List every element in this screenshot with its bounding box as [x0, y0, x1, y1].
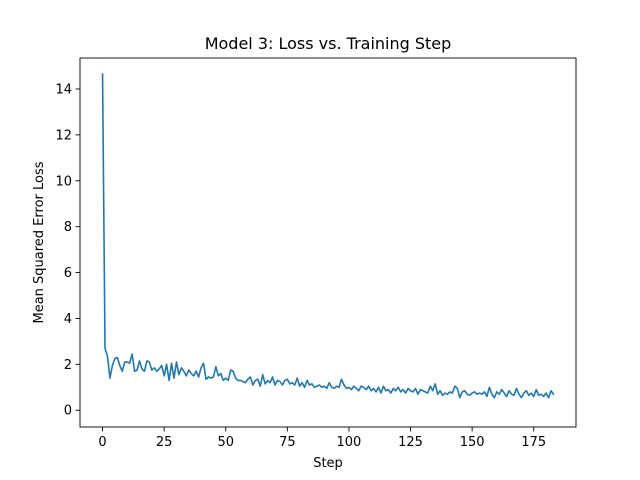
- chart-title: Model 3: Loss vs. Training Step: [205, 34, 452, 53]
- x-tick-label: 175: [521, 435, 546, 450]
- y-tick-label: 4: [64, 312, 72, 327]
- plot-area: 0 25 50 75 100 125 150 175 0 2 4 6 8 10 12 14: [55, 57, 577, 450]
- y-tick-label: 8: [64, 220, 72, 235]
- loss-series-line: [101, 73, 555, 399]
- y-tick-label: 12: [55, 128, 72, 143]
- axes-frame: [79, 57, 577, 428]
- x-tick-label: 150: [460, 435, 485, 450]
- y-tick-label: 0: [64, 404, 72, 419]
- x-tick-label: 100: [337, 435, 362, 450]
- x-tick-label: 75: [279, 435, 296, 450]
- y-axis-ticks: 0 2 4 6 8 10 12 14: [55, 82, 80, 419]
- y-axis-label: Mean Squared Error Loss: [32, 161, 47, 323]
- y-tick-label: 10: [55, 174, 72, 189]
- x-axis-label: Step: [313, 456, 343, 471]
- x-tick-label: 50: [217, 435, 234, 450]
- y-tick-label: 6: [64, 266, 72, 281]
- x-tick-label: 0: [98, 435, 106, 450]
- y-tick-label: 2: [64, 358, 72, 373]
- x-axis-ticks: 0 25 50 75 100 125 150 175: [98, 427, 546, 450]
- y-tick-label: 14: [55, 82, 72, 97]
- x-tick-label: 25: [156, 435, 173, 450]
- x-tick-label: 125: [398, 435, 423, 450]
